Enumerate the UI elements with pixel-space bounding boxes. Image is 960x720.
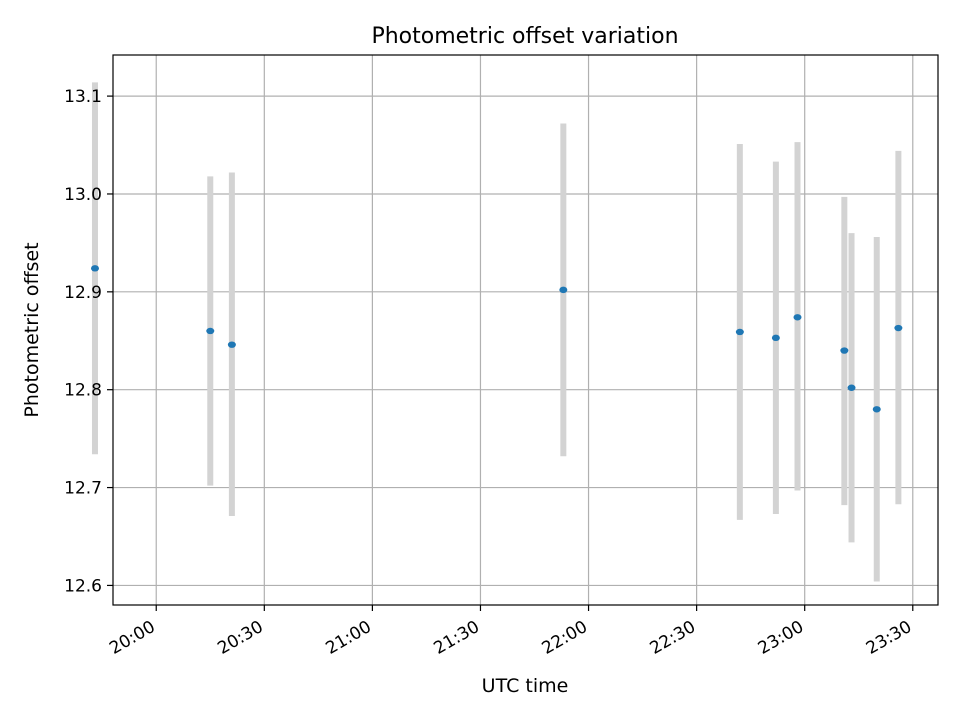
data-point bbox=[227, 341, 236, 348]
data-point bbox=[771, 334, 780, 342]
data-point bbox=[847, 384, 856, 391]
y-axis-ticks: 12.6 12.7 12.8 12.9 13.0 13.1 bbox=[64, 87, 113, 596]
y-tick-label: 13.1 bbox=[64, 87, 102, 107]
data-point bbox=[840, 347, 849, 354]
plot-frame bbox=[112, 54, 939, 606]
data-point bbox=[735, 328, 744, 336]
chart-title: Photometric offset variation bbox=[371, 24, 678, 49]
y-tick-label: 12.8 bbox=[64, 381, 102, 401]
data-point bbox=[894, 324, 903, 332]
x-axis-label: UTC time bbox=[482, 675, 569, 697]
data-point bbox=[206, 327, 215, 335]
y-tick-label: 12.6 bbox=[64, 576, 102, 596]
data-point bbox=[793, 314, 802, 321]
data-point bbox=[872, 406, 881, 413]
y-tick-label: 13.0 bbox=[64, 185, 102, 205]
y-axis-label: Photometric offset bbox=[21, 242, 43, 417]
data-point bbox=[90, 265, 99, 272]
y-tick-label: 12.7 bbox=[64, 479, 102, 499]
grid-layer bbox=[113, 55, 938, 605]
point-layer bbox=[90, 265, 903, 413]
data-point bbox=[559, 286, 568, 294]
y-tick-label: 12.9 bbox=[64, 283, 102, 303]
